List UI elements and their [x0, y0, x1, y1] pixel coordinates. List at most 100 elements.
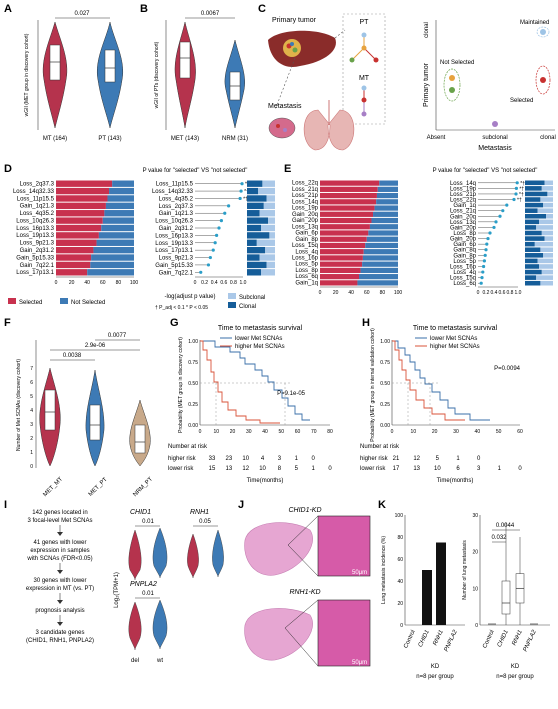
f-yticks: 0 1 2 3 4 5 6 7: [30, 366, 33, 470]
risk-low-cell: 13: [226, 466, 233, 472]
km-ytick: 0.75: [380, 360, 390, 366]
j-top-label: CHID1-KD: [288, 507, 321, 514]
km-xtick: 50: [496, 429, 502, 435]
j-lung-section-bottom: [244, 608, 313, 661]
lolli-point: [217, 226, 221, 230]
panel-d: D P value for "selected" VS "not selecte…: [4, 163, 275, 311]
panel-c-metastasis: Metastasis: [268, 103, 302, 110]
rank-row-label: Gain_20p: [292, 218, 319, 224]
bar-subclonal: [537, 208, 553, 213]
lolli-x-tick: 1.0: [240, 280, 247, 286]
i-p2: 0.05: [199, 519, 211, 525]
rank-x-tick: 60: [364, 290, 370, 296]
d-legend-sig: † P_adj < 0.1 * P < 0.05: [155, 305, 208, 311]
d-legend-clonal: Clonal: [239, 304, 256, 310]
lolli-x-tick: 0.6: [499, 290, 506, 296]
rank-x-tick: 100: [394, 290, 403, 296]
rank-row-label: Loss_9p21.3: [20, 241, 55, 247]
lolli-point: [485, 242, 489, 246]
bar-selected: [56, 254, 92, 261]
bar-selected: [56, 195, 108, 202]
risk-high-cell: 12: [413, 456, 420, 462]
i-group-wt: wt: [156, 658, 163, 664]
lolli-x-tick: 1.0: [515, 290, 522, 296]
rank-row-label: Loss_19p13.3: [16, 233, 54, 239]
flow-step-text: 142 genes located in: [32, 510, 87, 516]
rank-row-label: Gain_6p: [295, 231, 318, 237]
risk-low-cell: 3: [477, 466, 481, 472]
dot-not-selected: [449, 75, 455, 81]
d-clonal-bars: [247, 180, 275, 276]
rank-x-tick: 60: [100, 280, 106, 286]
lolli-row-label: Loss_6q: [453, 281, 476, 287]
bar-selected: [320, 211, 374, 217]
bar-not-selected: [90, 261, 134, 269]
lolli-row-label: Gain_7q22.1: [159, 270, 194, 276]
k-ytick-2: 0: [475, 623, 478, 629]
lolli-row-label: Gain_6p: [453, 242, 476, 248]
f-ytick: 0: [30, 464, 33, 470]
j-zoom-bottom: [317, 599, 371, 667]
lolli-row-label: Gain_2q31.2: [159, 226, 194, 232]
h-risk-high-label: higher risk: [360, 456, 389, 462]
rank-row-label: Loss_2q37.3: [20, 182, 55, 188]
bar-selected: [320, 199, 377, 205]
lolli-point: [199, 270, 203, 274]
bar-not-selected: [362, 261, 398, 267]
panel-c-primary-tumor: Primary tumor: [272, 17, 317, 24]
flow-step-text: (CHID1, RNH1, PNPLA2): [26, 638, 94, 644]
i-gene-2: RNH1: [190, 509, 209, 516]
bar-not-selected: [374, 205, 398, 211]
panel-letter-f: F: [4, 317, 11, 329]
bar-not-selected: [93, 246, 134, 254]
panel-b-group-2: NRM (31): [222, 136, 248, 142]
k-group-label-2: CHID1: [497, 629, 510, 648]
bar-not-selected: [107, 195, 134, 202]
panel-e: E P value for "selected" VS "not selecte…: [284, 163, 553, 296]
bar-selected: [320, 242, 366, 249]
bar-clonal: [247, 232, 270, 239]
bar-clonal: [525, 241, 535, 247]
bar-clonal: [525, 180, 545, 186]
k-group-label-2: RNH1: [511, 629, 523, 646]
km-ytick: 0.25: [380, 402, 390, 408]
bar-subclonal: [539, 219, 553, 225]
lolli-point: [219, 219, 223, 223]
lolli-point: [482, 264, 486, 269]
km-xtick: 20: [230, 429, 236, 435]
k-n-2: n=8 per group: [496, 674, 534, 680]
bar-subclonal: [546, 213, 553, 219]
lolli-row-label: Loss_8p: [453, 231, 476, 237]
panel-letter-k: K: [378, 499, 386, 511]
h-curve-low: [392, 340, 490, 421]
lolli-point: [239, 189, 243, 193]
lolli-x-tick: 0.4: [491, 290, 498, 296]
bar-clonal: [247, 202, 264, 210]
lolli-mark: *†: [244, 189, 249, 195]
lolli-point: [486, 236, 490, 241]
bar-subclonal: [261, 269, 275, 276]
bar-clonal: [247, 217, 268, 224]
km-ytick: 0.50: [188, 381, 198, 387]
f-group-1: MET_MT: [42, 476, 64, 498]
bar-not-selected: [362, 255, 398, 261]
f-group-2: MET_PT: [88, 477, 109, 498]
h-legend-high: higher Met SCNAs: [430, 344, 480, 350]
lolli-point: [480, 276, 484, 280]
km-ytick: 0.00: [188, 423, 198, 429]
lolli-row-label: Loss_10q26.3: [155, 219, 193, 225]
bar-not-selected: [365, 242, 398, 249]
bar-subclonal: [265, 246, 275, 254]
panel-i: I 142 genes located in 3 focal-level Met …: [4, 499, 224, 664]
bar-not-selected: [377, 186, 398, 192]
liver-icon: [268, 30, 336, 67]
bar-subclonal: [540, 247, 553, 253]
flow-step-text: expression in samples: [30, 548, 89, 554]
bar-not-selected: [96, 239, 134, 246]
bar-clonal: [525, 269, 542, 275]
f-p2: 2.9e-06: [85, 343, 106, 349]
bar-not-selected: [105, 202, 134, 210]
g-ticks: 0 10 20 30 40 50 60 70 80 0.00 0.25 0.50 0.75 1.00: [188, 339, 333, 435]
